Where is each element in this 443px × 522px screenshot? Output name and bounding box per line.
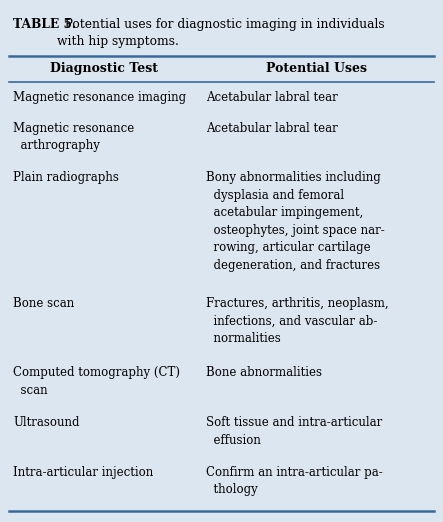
Text: Bone abnormalities: Bone abnormalities xyxy=(206,366,322,379)
Text: Acetabular labral tear: Acetabular labral tear xyxy=(206,122,338,135)
Text: Fractures, arthritis, neoplasm,
  infections, and vascular ab-
  normalities: Fractures, arthritis, neoplasm, infectio… xyxy=(206,298,389,346)
Text: Confirm an intra-articular pa-
  thology: Confirm an intra-articular pa- thology xyxy=(206,466,383,496)
Text: TABLE 5.: TABLE 5. xyxy=(13,18,76,31)
Text: Acetabular labral tear: Acetabular labral tear xyxy=(206,91,338,104)
Text: Diagnostic Test: Diagnostic Test xyxy=(50,63,158,75)
Text: Potential uses for diagnostic imaging in individuals
with hip symptoms.: Potential uses for diagnostic imaging in… xyxy=(57,18,385,48)
Text: Computed tomography (CT)
  scan: Computed tomography (CT) scan xyxy=(13,366,180,397)
Text: Soft tissue and intra-articular
  effusion: Soft tissue and intra-articular effusion xyxy=(206,416,382,446)
Text: Ultrasound: Ultrasound xyxy=(13,416,80,429)
Text: Bone scan: Bone scan xyxy=(13,298,74,311)
Text: Potential Uses: Potential Uses xyxy=(266,63,367,75)
Text: Intra-articular injection: Intra-articular injection xyxy=(13,466,154,479)
Text: Bony abnormalities including
  dysplasia and femoral
  acetabular impingement,
 : Bony abnormalities including dysplasia a… xyxy=(206,171,385,272)
Text: Plain radiographs: Plain radiographs xyxy=(13,171,119,184)
Text: Magnetic resonance
  arthrography: Magnetic resonance arthrography xyxy=(13,122,135,152)
Text: Magnetic resonance imaging: Magnetic resonance imaging xyxy=(13,91,187,104)
